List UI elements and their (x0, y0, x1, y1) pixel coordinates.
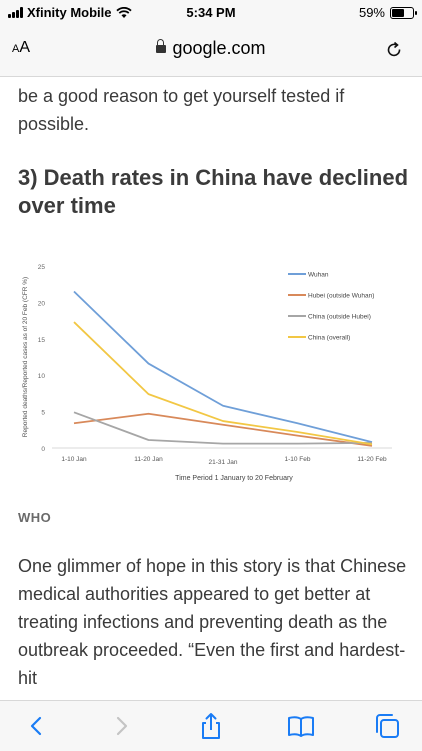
share-icon[interactable] (196, 711, 226, 741)
text-size-button[interactable]: AA (12, 39, 30, 57)
cfr-line-chart: 0 5 10 15 20 25 Reported deaths/Reported cases… (18, 252, 408, 492)
forward-icon[interactable] (106, 711, 136, 741)
series-line (73, 411, 373, 445)
y-tick-label: 20 (38, 300, 46, 307)
y-tick-label: 15 (38, 337, 46, 344)
browser-toolbar (0, 700, 422, 751)
y-tick-label: 0 (41, 446, 45, 453)
url-text: google.com (172, 38, 266, 58)
series-line (73, 412, 373, 447)
y-axis-label: Reported deaths/Reported cases as of 20 … (22, 277, 29, 437)
y-tick-label: 5 (41, 410, 45, 417)
x-tick-label: 11-20 Jan (134, 456, 163, 463)
url-field[interactable]: google.com (0, 38, 422, 59)
tabs-icon[interactable] (372, 711, 402, 741)
reload-icon[interactable] (384, 40, 404, 60)
x-axis-label: Time Period 1 January to 20 February (175, 475, 293, 482)
series-line (73, 321, 373, 446)
legend-label: Wuhan (308, 272, 329, 279)
bookmarks-icon[interactable] (286, 711, 316, 741)
battery-icon (390, 6, 417, 19)
article-content-2: One glimmer of hope in this story is tha… (18, 552, 408, 692)
back-icon[interactable] (22, 711, 52, 741)
status-bar: Xfinity Mobile 5:34 PM 59% (0, 0, 422, 26)
lock-icon (156, 39, 167, 53)
x-tick-label: 11-20 Feb (357, 456, 387, 463)
section-heading: 3) Death rates in China have declined ov… (18, 165, 409, 218)
legend-label: Hubei (outside Wuhan) (308, 293, 374, 300)
battery-percent: 59% (358, 5, 385, 20)
y-tick-label: 25 (38, 264, 46, 271)
status-left: Xfinity Mobile (8, 5, 132, 20)
article-content: be a good reason to get yourself tested … (18, 76, 408, 220)
legend-label: China (outside Hubei) (308, 314, 371, 321)
y-tick-label: 10 (38, 373, 46, 380)
chart-source-label: WHO (18, 510, 52, 525)
x-tick-label: 1-10 Feb (284, 456, 310, 463)
aa-small: A (12, 43, 20, 55)
status-right: 59% (358, 5, 417, 20)
status-time: 5:34 PM (186, 5, 236, 20)
x-tick-label: 21-31 Jan (209, 459, 238, 466)
carrier-name: Xfinity Mobile (27, 5, 112, 20)
x-tick-label: 1-10 Jan (61, 456, 87, 463)
browser-address-bar: AA google.com (0, 26, 422, 77)
legend-label: China (overall) (308, 335, 350, 342)
series-line (73, 290, 373, 444)
signal-icon (8, 7, 23, 18)
article-paragraph: be a good reason to get yourself tested … (18, 86, 345, 134)
article-paragraph: One glimmer of hope in this story is tha… (18, 556, 407, 688)
aa-large: A (19, 39, 31, 56)
wifi-icon (115, 6, 132, 18)
